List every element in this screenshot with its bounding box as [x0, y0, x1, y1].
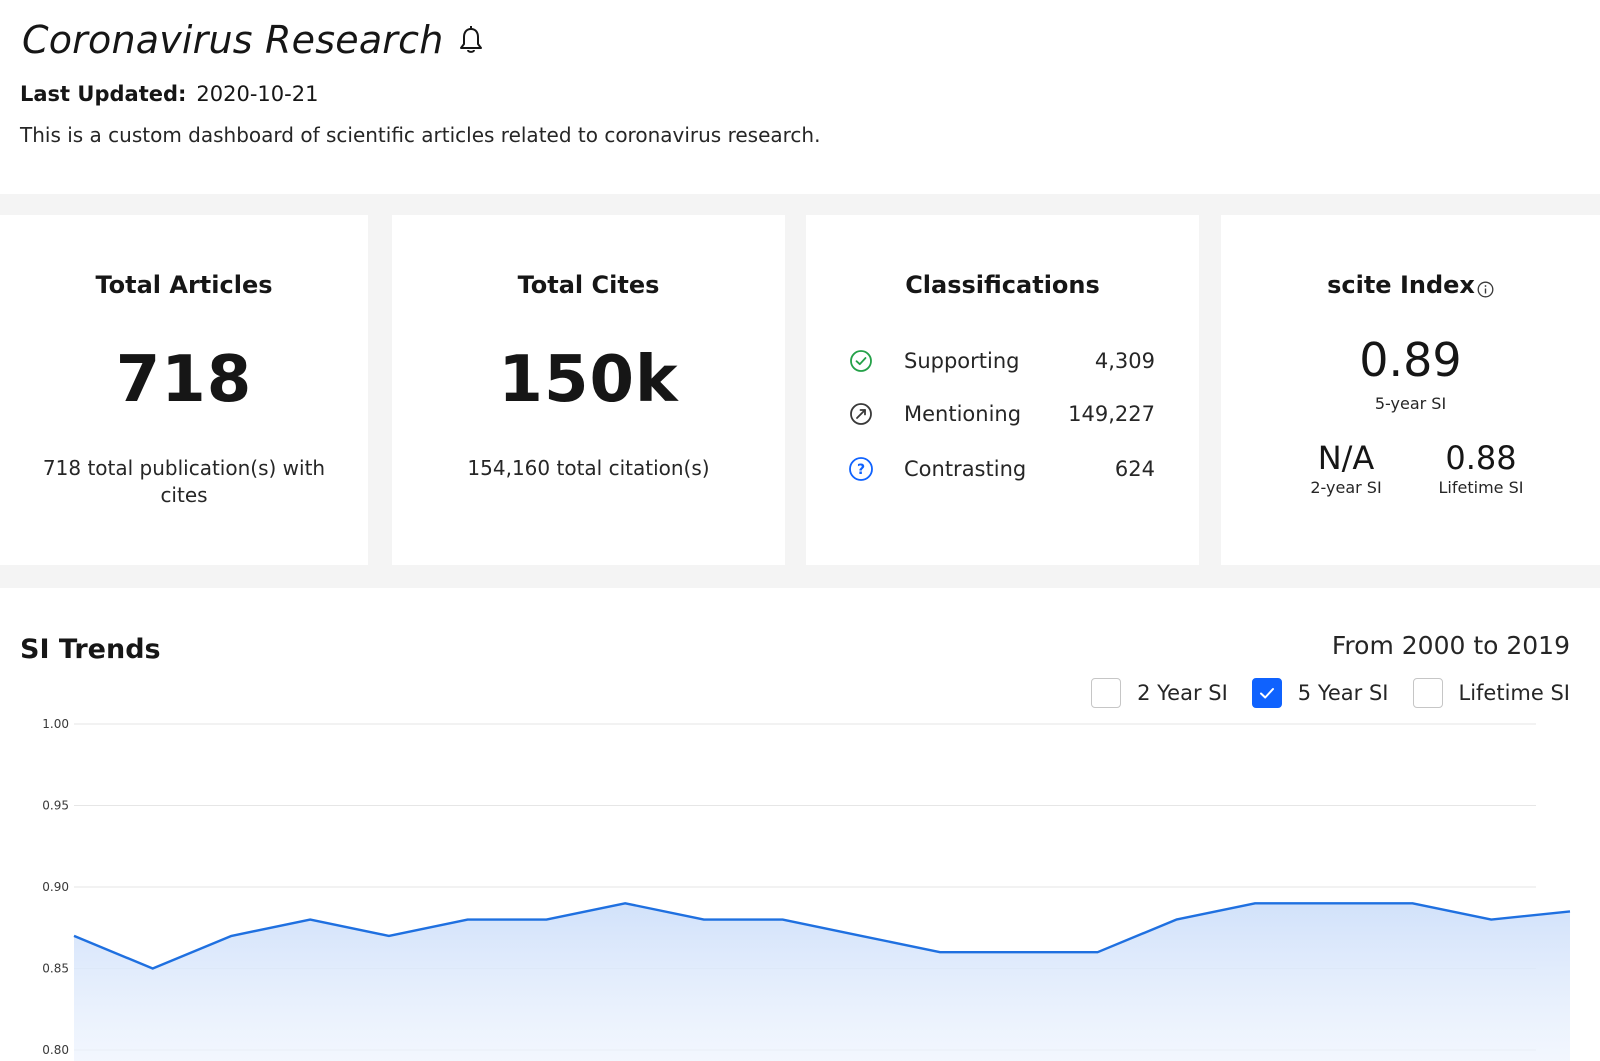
toggle-label: 2 Year SI: [1137, 681, 1228, 705]
lifetime-si-value: 0.88: [1445, 439, 1517, 477]
data-point[interactable]: [698, 914, 710, 926]
classification-contrasting[interactable]: ? Contrasting 624: [848, 454, 1155, 484]
last-updated-label: Last Updated:: [20, 82, 187, 106]
card-title: Total Articles: [95, 271, 273, 299]
si-toggle-legend: 2 Year SI 5 Year SI Lifetime SI: [1067, 678, 1570, 708]
last-updated: Last Updated: 2020-10-21: [20, 82, 318, 106]
card-title: Classifications: [905, 271, 1100, 299]
toggle-2-year-si[interactable]: 2 Year SI: [1091, 678, 1228, 708]
data-point[interactable]: [68, 930, 80, 942]
data-point[interactable]: [1485, 914, 1497, 926]
total-cites-sub: 154,160 total citation(s): [467, 456, 710, 480]
scite-index-title: scite Index: [1221, 271, 1600, 299]
data-point[interactable]: [383, 930, 395, 942]
classification-supporting[interactable]: Supporting 4,309: [848, 346, 1155, 376]
page-title: Coronavirus Research: [22, 18, 444, 62]
data-point[interactable]: [1328, 897, 1340, 909]
classification-label: Contrasting: [904, 457, 1027, 481]
card-title: scite Index: [1327, 271, 1475, 299]
five-year-si-value: 0.89: [1359, 333, 1462, 387]
date-range: From 2000 to 2019: [1331, 631, 1570, 660]
data-point[interactable]: [1564, 905, 1576, 917]
data-point[interactable]: [1013, 946, 1025, 958]
dashboard-header: Coronavirus Research Last Updated: 2020-1…: [0, 0, 1600, 194]
data-point[interactable]: [304, 914, 316, 926]
last-updated-value: 2020-10-21: [196, 82, 319, 106]
dashboard-description: This is a custom dashboard of scientific…: [20, 123, 821, 147]
y-tick-label: 0.90: [42, 880, 69, 894]
question-circle-icon: ?: [848, 456, 874, 482]
lifetime-si-label: Lifetime SI: [1438, 478, 1524, 497]
total-cites-card: Total Cites 150k 154,160 total citation(…: [392, 215, 785, 565]
classification-label: Mentioning: [904, 402, 1022, 426]
classification-value: 149,227: [1068, 402, 1155, 426]
data-point[interactable]: [934, 946, 946, 958]
classification-value: 4,309: [1094, 349, 1155, 373]
classification-label: Supporting: [904, 349, 1020, 373]
checkbox-5-year-si[interactable]: [1251, 678, 1282, 708]
total-articles-card: Total Articles 718 718 total publication…: [0, 215, 368, 565]
check-circle-icon: [848, 348, 874, 374]
y-tick-label: 0.85: [42, 962, 69, 976]
data-point[interactable]: [855, 930, 867, 942]
classification-mentioning[interactable]: Mentioning 149,227: [848, 399, 1155, 429]
scite-index-card: scite Index 0.89 5-year SI N/A 2-year SI…: [1221, 215, 1600, 565]
card-title: Total Cites: [517, 271, 660, 299]
data-point[interactable]: [1170, 914, 1182, 926]
data-point[interactable]: [1092, 946, 1104, 958]
total-articles-value: 718: [115, 343, 253, 417]
data-point[interactable]: [777, 914, 789, 926]
data-point[interactable]: [462, 914, 474, 926]
data-point[interactable]: [225, 930, 237, 942]
toggle-5-year-si[interactable]: 5 Year SI: [1251, 678, 1389, 708]
checkbox-lifetime-si[interactable]: [1412, 678, 1443, 708]
two-year-si-label: 2-year SI: [1310, 478, 1382, 497]
si-trends-title: SI Trends: [20, 634, 161, 665]
classifications-card: Classifications Supporting 4,309 Mention…: [806, 215, 1199, 565]
checkmark-icon: [1259, 688, 1274, 699]
data-point[interactable]: [1407, 897, 1419, 909]
data-point[interactable]: [619, 897, 631, 909]
si-trends-chart: 1.00 0.95 0.90 0.85 0.80: [42, 717, 1576, 1061]
slash-circle-icon: [848, 401, 874, 427]
data-point[interactable]: [540, 914, 552, 926]
si-trend-line: [73, 902, 1571, 970]
five-year-si-label: 5-year SI: [1374, 394, 1447, 413]
title-row: Coronavirus Research: [22, 18, 484, 62]
data-point[interactable]: [147, 963, 159, 975]
toggle-label: 5 Year SI: [1297, 681, 1389, 705]
two-year-si-value: N/A: [1317, 439, 1375, 477]
y-tick-label: 0.80: [42, 1043, 69, 1057]
si-trends-section: SI Trends From 2000 to 2019 2 Year SI 5 …: [0, 588, 1600, 1061]
info-icon[interactable]: [1477, 276, 1494, 298]
toggle-lifetime-si[interactable]: Lifetime SI: [1412, 678, 1571, 708]
total-cites-value: 150k: [498, 343, 679, 417]
data-point[interactable]: [1249, 897, 1261, 909]
checkbox-2-year-si[interactable]: [1091, 678, 1122, 708]
si-area-fill: [74, 903, 1570, 1061]
total-articles-sub: 718 total publication(s) with cites: [42, 456, 326, 507]
svg-text:?: ?: [857, 462, 865, 478]
y-tick-label: 1.00: [42, 717, 69, 731]
y-tick-label: 0.95: [42, 799, 69, 813]
classification-value: 624: [1114, 457, 1155, 481]
toggle-label: Lifetime SI: [1458, 681, 1571, 705]
bell-icon[interactable]: [458, 24, 484, 56]
